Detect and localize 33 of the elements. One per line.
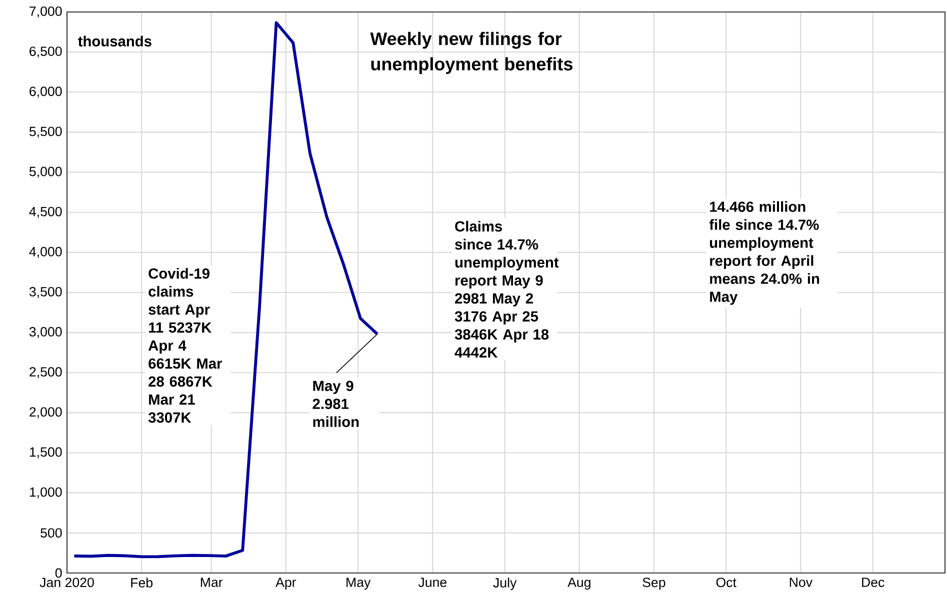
annotation: Claims since 14.7% unemployment report May 9 2981 May 2 3176 Apr 25 3846K Apr 18 4442K xyxy=(454,220,559,358)
y-tick-label: 7,000 xyxy=(30,6,62,18)
y-tick-label: 4,000 xyxy=(29,246,62,258)
y-tick-label: 3,500 xyxy=(29,286,62,298)
annotation: 14.466 million file since 14.7% unemployment report for April means 24.0% in May xyxy=(709,201,820,305)
y-tick-label: 5,000 xyxy=(29,166,62,178)
y-tick-label: 5,500 xyxy=(29,126,62,138)
y-tick-label: 2,000 xyxy=(30,407,62,418)
x-tick-label: June xyxy=(418,578,446,587)
x-tick-label: Jan 2020 xyxy=(40,578,94,588)
y-tick-label: 3,000 xyxy=(29,327,62,338)
x-tick-label: Oct xyxy=(716,578,736,588)
y-tick-label: 4,500 xyxy=(29,206,62,218)
x-tick-label: Dec xyxy=(862,578,884,587)
x-tick-label: Nov xyxy=(790,578,812,587)
y-tick-label: 1,500 xyxy=(30,447,62,458)
text: Covid-19 claims start Apr 11 5237K Apr 4 6615K Mar 28 6867K Mar 21 3307K xyxy=(148,268,222,423)
annotation: thousands xyxy=(78,36,152,46)
x-tick-label: May xyxy=(346,578,371,590)
x-tick-label: Aug xyxy=(568,578,590,590)
annotation: May 9 2.981 million xyxy=(312,380,359,428)
y-tick-label: 6,000 xyxy=(30,86,62,98)
x-tick-label: Mar xyxy=(200,578,223,587)
y-tick-label: 500 xyxy=(40,528,62,538)
text: Weekly new filings for unemployment benefits xyxy=(370,32,572,74)
x-tick-label: Sep xyxy=(642,578,666,590)
x-tick-label: Feb xyxy=(131,578,153,588)
y-tick-label: 1,000 xyxy=(30,487,62,498)
y-tick-label: 0 xyxy=(55,568,62,578)
y-tick-label: 2,500 xyxy=(30,367,62,378)
y-tick-label: 6,500 xyxy=(30,46,62,58)
x-tick-label: Apr xyxy=(276,578,296,590)
x-tick-label: July xyxy=(493,578,517,590)
